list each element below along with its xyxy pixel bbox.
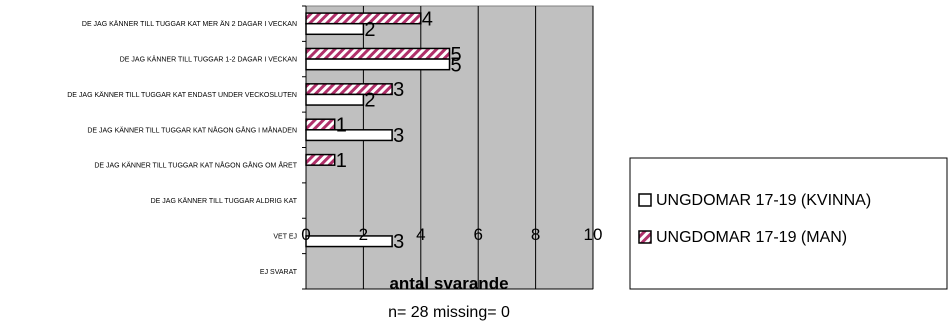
x-tick-label: 2	[359, 225, 368, 244]
bar-man	[305, 12, 422, 25]
x-tick-label: 8	[531, 225, 540, 244]
bar-kvinna	[305, 93, 365, 106]
x-axis-title: antal svarande	[389, 274, 508, 293]
bar-man	[305, 47, 451, 60]
data-label-kvinna: 5	[451, 54, 462, 76]
legend: UNGDOMAR 17-19 (KVINNA) UNGDOMAR 17-19 (M…	[629, 157, 948, 290]
legend-box	[629, 157, 948, 290]
x-tick-label: 4	[416, 225, 425, 244]
bar-kvinna	[305, 235, 393, 248]
category-label: EJ SVARAT	[260, 269, 298, 276]
category-label: DE JAG KÄNNER TILL TUGGAR KAT NÅGON GÅNG…	[94, 161, 297, 170]
legend-label: UNGDOMAR 17-19 (KVINNA)	[656, 192, 871, 209]
data-label-kvinna: 3	[393, 231, 404, 253]
x-tick-label: 6	[473, 225, 482, 244]
bars	[305, 12, 451, 248]
data-label-kvinna: 2	[364, 19, 375, 41]
bar-man	[305, 118, 336, 131]
data-label-man: 1	[336, 150, 347, 172]
bar-kvinna	[305, 22, 365, 36]
sample-note: n= 28 missing= 0	[388, 304, 510, 321]
bar-man	[305, 83, 393, 96]
data-label-kvinna: 3	[393, 125, 404, 147]
data-label-kvinna: 2	[364, 90, 375, 112]
legend-label: UNGDOMAR 17-19 (MAN)	[656, 229, 847, 246]
bar-man	[305, 153, 336, 166]
category-label: DE JAG KÄNNER TILL TUGGAR 1-2 DAGAR I VE…	[120, 56, 297, 64]
x-tick-label: 10	[584, 225, 603, 244]
category-label: DE JAG KÄNNER TILL TUGGAR ALDRIG KAT	[151, 197, 298, 205]
data-label-man: 3	[393, 79, 404, 101]
category-labels: DE JAG KÄNNER TILL TUGGAR KAT MER ÄN 2 D…	[67, 20, 297, 276]
legend-swatch	[638, 193, 652, 207]
bar-kvinna	[305, 58, 451, 71]
x-tick-labels: 0 2 4 6 8 10	[301, 225, 602, 244]
category-label: DE JAG KÄNNER TILL TUGGAR KAT MER ÄN 2 D…	[82, 20, 297, 28]
bar-kvinna	[305, 129, 393, 142]
category-label: DE JAG KÄNNER TILL TUGGAR KAT ENDAST UND…	[67, 91, 297, 99]
legend-swatch	[638, 230, 652, 244]
data-label-man: 1	[336, 115, 347, 137]
x-tick-label: 0	[301, 225, 310, 244]
data-label-man: 4	[422, 8, 433, 30]
category-label: DE JAG KÄNNER TILL TUGGAR KAT NÅGON GÅNG…	[87, 125, 297, 134]
category-label: VET EJ	[273, 233, 297, 240]
data-label-man: 5	[451, 44, 462, 66]
